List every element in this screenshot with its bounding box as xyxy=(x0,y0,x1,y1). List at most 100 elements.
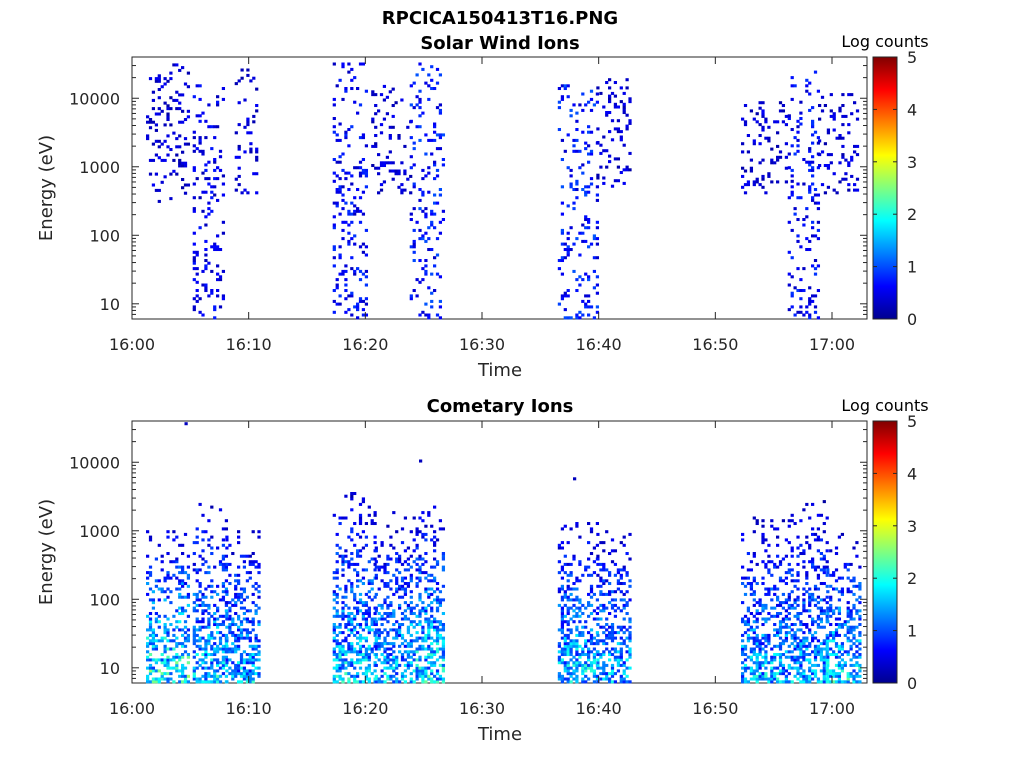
heatmap-cell xyxy=(758,183,762,187)
heatmap-cell xyxy=(773,666,777,670)
heatmap-cell xyxy=(825,614,829,618)
heatmap-cell xyxy=(781,639,786,643)
heatmap-cell xyxy=(398,554,402,558)
heatmap-cell xyxy=(441,158,446,162)
heatmap-cell xyxy=(213,308,217,312)
heatmap-cell xyxy=(596,642,600,646)
heatmap-cell xyxy=(335,666,339,670)
heatmap-cell xyxy=(424,669,428,673)
heatmap-cell xyxy=(237,573,241,577)
heatmap-cell xyxy=(741,565,745,569)
heatmap-cell xyxy=(584,669,588,673)
heatmap-cell xyxy=(602,663,606,667)
heatmap-cell xyxy=(341,617,345,621)
heatmap-cell xyxy=(430,672,434,676)
heatmap-cell xyxy=(790,275,794,279)
heatmap-cell xyxy=(625,650,629,654)
heatmap-cell xyxy=(374,653,378,657)
heatmap-cell xyxy=(367,590,371,594)
heatmap-cell xyxy=(383,647,387,651)
heatmap-cell xyxy=(221,527,226,531)
heatmap-cell xyxy=(344,614,348,618)
heatmap-cell xyxy=(837,625,842,629)
heatmap-cell xyxy=(371,117,375,121)
heatmap-cell xyxy=(335,576,339,580)
heatmap-cell xyxy=(796,562,800,566)
heatmap-cell xyxy=(628,598,632,602)
heatmap-cell xyxy=(773,614,777,618)
heatmap-cell xyxy=(822,582,826,586)
heatmap-cell xyxy=(347,223,351,227)
heatmap-cell xyxy=(743,614,748,618)
heatmap-cell xyxy=(213,590,217,594)
heatmap-cell xyxy=(613,598,618,602)
heatmap-cell xyxy=(397,136,401,140)
heatmap-cell xyxy=(825,549,829,553)
heatmap-cell xyxy=(367,614,371,618)
heatmap-cell xyxy=(210,584,214,588)
heatmap-cell xyxy=(566,623,570,627)
heatmap-cell xyxy=(210,590,214,594)
heatmap-cell xyxy=(231,650,235,654)
heatmap-cell xyxy=(832,639,836,643)
heatmap-cell xyxy=(858,633,862,637)
heatmap-cell xyxy=(221,297,226,301)
heatmap-cell xyxy=(148,587,153,591)
heatmap-cell xyxy=(808,81,812,85)
heatmap-cell xyxy=(581,299,585,303)
heatmap-cell xyxy=(409,620,413,624)
heatmap-cell xyxy=(599,677,603,681)
heatmap-cell xyxy=(619,663,623,667)
x-axis-label: Time xyxy=(477,360,522,381)
heatmap-cell xyxy=(341,573,345,577)
heatmap-cell xyxy=(192,672,196,676)
heatmap-cell xyxy=(589,584,594,588)
heatmap-cell xyxy=(361,653,366,657)
heatmap-cell xyxy=(805,625,809,629)
heatmap-cell xyxy=(224,527,229,531)
heatmap-cell xyxy=(148,172,153,176)
heatmap-cell xyxy=(397,172,401,176)
heatmap-cell xyxy=(787,250,791,254)
heatmap-cell xyxy=(790,568,794,572)
heatmap-cell xyxy=(569,606,573,610)
heatmap-cell xyxy=(151,636,156,640)
heatmap-cell xyxy=(560,565,565,569)
heatmap-cell xyxy=(412,81,416,85)
heatmap-cell xyxy=(350,527,354,531)
heatmap-cell xyxy=(242,677,247,681)
heatmap-cell xyxy=(589,97,594,101)
heatmap-cell xyxy=(560,212,565,216)
heatmap-cell xyxy=(761,672,765,676)
heatmap-cell xyxy=(820,150,825,154)
heatmap-cell xyxy=(358,160,363,164)
heatmap-cell xyxy=(163,82,167,86)
heatmap-cell xyxy=(216,245,220,249)
heatmap-cell xyxy=(608,573,612,577)
heatmap-cell xyxy=(181,595,185,599)
heatmap-cell xyxy=(356,308,360,312)
heatmap-cell xyxy=(213,636,217,640)
heatmap-cell xyxy=(813,234,818,238)
heatmap-cell xyxy=(192,209,196,213)
heatmap-cell xyxy=(403,560,408,564)
heatmap-cell xyxy=(383,628,387,632)
heatmap-cell xyxy=(608,100,612,104)
heatmap-cell xyxy=(172,63,176,67)
heatmap-cell xyxy=(341,198,345,202)
heatmap-cell xyxy=(207,674,211,678)
heatmap-cell xyxy=(207,212,211,216)
heatmap-cell xyxy=(602,642,606,646)
heatmap-cell xyxy=(825,573,829,577)
heatmap-cell xyxy=(820,183,825,187)
heatmap-cell xyxy=(237,680,241,684)
heatmap-cell xyxy=(566,579,570,583)
heatmap-cell xyxy=(850,158,854,162)
heatmap-cell xyxy=(361,576,366,580)
heatmap-cell xyxy=(415,530,419,534)
heatmap-cell xyxy=(841,123,845,127)
heatmap-cell xyxy=(398,633,402,637)
heatmap-cell xyxy=(822,598,826,602)
heatmap-cell xyxy=(195,644,199,648)
heatmap-cell xyxy=(560,294,565,298)
